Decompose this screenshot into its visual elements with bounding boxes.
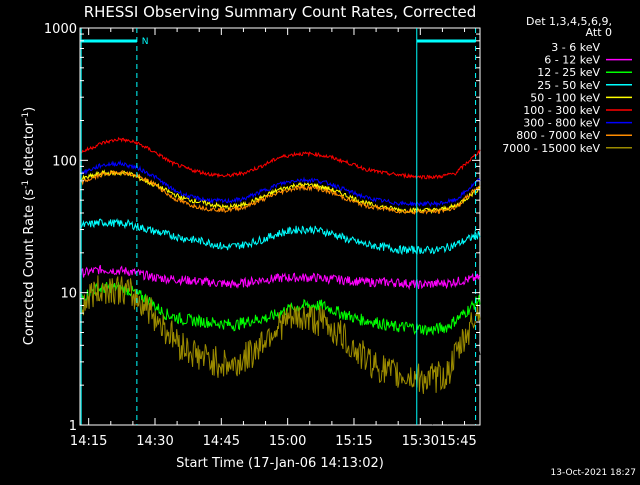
legend-label-7: 800 - 7000 keV xyxy=(516,129,600,142)
markers-layer: N xyxy=(80,28,477,425)
y-tick-label-1: 10 xyxy=(60,287,77,302)
series-line-6 xyxy=(80,159,481,208)
x-axis-label: Start Time (17-Jan-06 14:13:02) xyxy=(176,456,384,471)
legend-header-1: Att 0 xyxy=(586,26,612,39)
y-tick-label-3: 1000 xyxy=(44,22,77,37)
y-tick-label-2: 100 xyxy=(52,154,77,169)
series-line-4 xyxy=(80,169,481,215)
y-axis-label-sup2: -1 xyxy=(21,112,31,121)
series-line-3 xyxy=(80,217,481,256)
series-line-8 xyxy=(80,275,481,394)
legend-label-2: 12 - 25 keV xyxy=(537,66,600,79)
y-axis-label-sup1: -1 xyxy=(21,180,31,189)
chart-title: RHESSI Observing Summary Count Rates, Co… xyxy=(84,3,477,21)
legend-label-6: 300 - 800 keV xyxy=(523,117,600,130)
legend-header-0: Det 1,3,4,5,6,9, xyxy=(526,15,612,28)
y-axis-label-main: Corrected Count Rate (s xyxy=(22,189,37,346)
night-label: N xyxy=(142,37,149,47)
x-tick-label-3: 15:00 xyxy=(269,434,306,449)
legend-label-5: 100 - 300 keV xyxy=(523,104,600,117)
legend-label-8: 7000 - 15000 keV xyxy=(502,142,600,155)
y-tick-label-0: 1 xyxy=(69,419,77,434)
x-tick-label-1: 14:30 xyxy=(136,434,173,449)
legend-label-1: 6 - 12 keV xyxy=(544,54,600,67)
ticks-layer: 14:15 14:30 14:45 15:00 15:15 15:30 15:45 1 10 10… xyxy=(44,22,480,449)
footer-date: 13-Oct-2021 18:27 xyxy=(551,468,636,478)
series-layer xyxy=(80,136,481,426)
plot-frame xyxy=(79,27,481,426)
legend-label-0: 3 - 6 keV xyxy=(551,41,600,54)
legend-label-3: 25 - 50 keV xyxy=(537,79,600,92)
series-line-7 xyxy=(80,169,481,215)
x-tick-label-4: 15:15 xyxy=(335,434,372,449)
series-line-1 xyxy=(80,264,481,291)
y-axis-label-end: ) xyxy=(22,107,37,112)
x-tick-label-5: 15:30 xyxy=(402,434,439,449)
legend-label-4: 50 - 100 keV xyxy=(530,91,600,104)
y-axis-label: Corrected Count Rate (s-1 detector-1) xyxy=(21,107,37,345)
x-tick-label-0: 14:15 xyxy=(70,434,107,449)
series-line-0 xyxy=(80,300,481,426)
x-tick-label-6: 15:45 xyxy=(439,434,476,449)
y-axis-label-mid: detector xyxy=(22,120,37,180)
series-line-5 xyxy=(80,136,481,180)
x-tick-label-2: 14:45 xyxy=(203,434,240,449)
